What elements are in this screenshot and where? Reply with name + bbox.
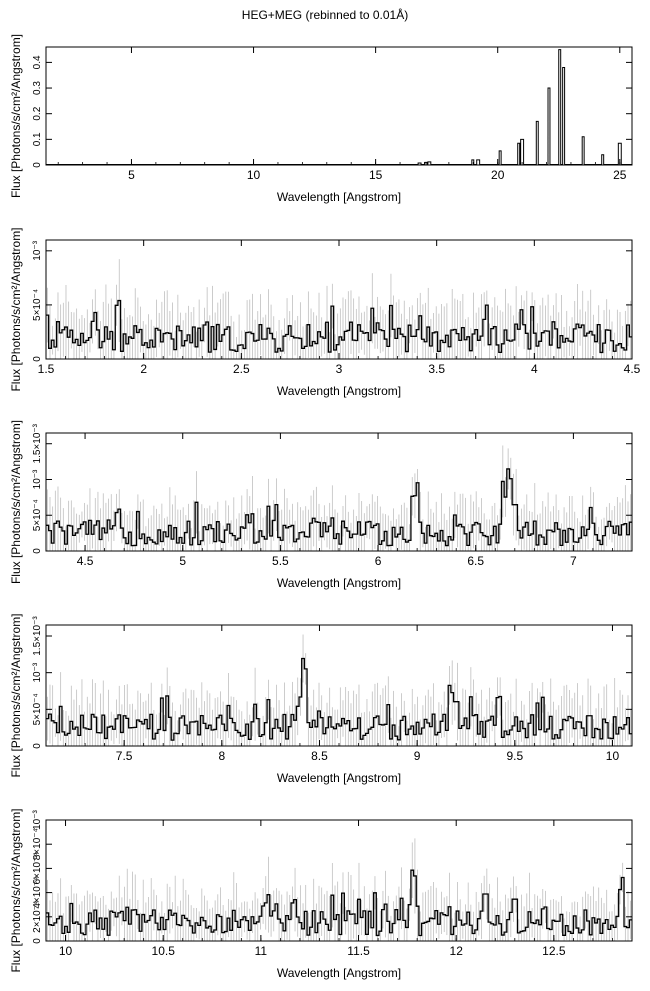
x-tick-label: 10 xyxy=(247,168,261,182)
y-tick-label: 10⁻³ xyxy=(32,809,43,829)
spectrum-series xyxy=(46,634,632,746)
panel-5: 10 10.5 11 11.5 12 12.5 0 2×10⁻⁴4×10⁻⁴6×10⁻⁴8×1… xyxy=(9,808,633,980)
y-tick-label: 8×10⁻⁴ xyxy=(32,828,43,860)
x-tick-label: 4 xyxy=(531,362,538,376)
x-tick-label: 1.5 xyxy=(38,362,55,376)
y-tick-label: 2×10⁻⁴ xyxy=(32,901,43,933)
x-axis-label: Wavelength [Angstrom] xyxy=(277,771,401,785)
x-tick-label: 5 xyxy=(179,554,186,568)
y-tick-label: 0.4 xyxy=(32,55,43,69)
x-tick-label: 9 xyxy=(414,749,421,763)
y-tick-label: 0 xyxy=(32,548,43,554)
x-tick-label: 20 xyxy=(491,168,505,182)
y-tick-label: 6×10⁻⁴ xyxy=(32,852,43,884)
x-tick-label: 6 xyxy=(375,554,382,568)
x-axis-label: Wavelength [Angstrom] xyxy=(277,190,401,204)
x-tick-label: 6.5 xyxy=(467,554,484,568)
x-tick-label: 10 xyxy=(606,749,620,763)
y-tick-label: 10⁻³ xyxy=(32,662,43,682)
x-tick-label: 12 xyxy=(450,944,464,958)
x-tick-label: 8 xyxy=(218,749,225,763)
x-tick-label: 4.5 xyxy=(77,554,94,568)
panel-3: 4.5 5 5.5 6 6.5 7 0 5×10⁻⁴ 10⁻³ 1.5×10⁻³ Wavelengt… xyxy=(9,420,633,590)
y-tick-label: 0.1 xyxy=(32,132,43,146)
x-tick-label: 3 xyxy=(336,362,343,376)
x-axis-label: Wavelength [Angstrom] xyxy=(277,966,401,980)
y-axis-label: Flux [Photons/s/cm²/Angstrom] xyxy=(9,227,23,391)
y-tick-label: 1.5×10⁻³ xyxy=(32,423,43,463)
y-axis-label: Flux [Photons/s/cm²/Angstrom] xyxy=(9,420,23,584)
y-tick-label: 10⁻³ xyxy=(32,240,43,260)
y-tick-label: 0.2 xyxy=(32,106,43,120)
spectrum-series xyxy=(46,838,632,941)
y-tick-label: 1.5×10⁻³ xyxy=(32,616,43,656)
y-tick-label: 10⁻³ xyxy=(32,469,43,489)
x-axis-label: Wavelength [Angstrom] xyxy=(277,576,401,590)
x-tick-label: 10 xyxy=(59,944,73,958)
y-tick-label: 5×10⁻⁴ xyxy=(32,693,43,725)
x-tick-label: 7 xyxy=(570,554,577,568)
x-tick-label: 4.5 xyxy=(624,362,641,376)
spectrum-line xyxy=(46,657,632,741)
spectrum-line xyxy=(46,299,632,354)
x-tick-label: 9.5 xyxy=(506,749,523,763)
y-tick-label: 5×10⁻⁴ xyxy=(32,289,43,321)
x-tick-label: 7.5 xyxy=(116,749,133,763)
spectrum-series xyxy=(46,445,632,551)
y-tick-label: 4×10⁻⁴ xyxy=(32,877,43,909)
y-tick-label: 0 xyxy=(32,162,43,168)
panel-4: 7.5 8 8.5 9 9.5 10 0 5×10⁻⁴ 10⁻³ 1.5×10⁻³ Waveleng… xyxy=(9,613,633,785)
spectrum-series xyxy=(46,259,632,359)
y-tick-label: 0.3 xyxy=(32,81,43,95)
x-tick-label: 8.5 xyxy=(311,749,328,763)
x-tick-label: 15 xyxy=(369,168,383,182)
panel-2: 1.5 2 2.5 3 3.5 4 4.5 0 5×10⁻⁴ 10⁻³ Wavelength [An… xyxy=(9,227,641,398)
x-tick-label: 25 xyxy=(613,168,627,182)
x-tick-label: 11 xyxy=(255,944,268,958)
x-tick-label: 2 xyxy=(140,362,147,376)
y-axis-label: Flux [Photons/s/cm²/Angstrom] xyxy=(9,613,23,777)
x-tick-label: 10.5 xyxy=(152,944,176,958)
y-tick-label: 5×10⁻⁴ xyxy=(32,499,43,531)
x-tick-label: 3.5 xyxy=(428,362,445,376)
y-tick-label: 0 xyxy=(32,356,43,362)
chart-title: HEG+MEG (rebinned to 0.01Å) xyxy=(241,8,409,22)
x-axis-label: Wavelength [Angstrom] xyxy=(277,384,401,398)
x-tick-label: 12.5 xyxy=(542,944,566,958)
spectrum-series xyxy=(46,49,632,165)
x-tick-label: 5 xyxy=(128,168,135,182)
y-tick-label: 0 xyxy=(32,743,43,749)
y-axis-label: Flux [Photons/s/cm²/Angstrom] xyxy=(9,34,23,198)
x-tick-label: 2.5 xyxy=(233,362,250,376)
y-axis-label: Flux [Photons/s/cm²/Angstrom] xyxy=(9,808,23,972)
spectrum-line xyxy=(46,468,632,547)
x-tick-label: 5.5 xyxy=(272,554,289,568)
spectrum-line xyxy=(46,869,632,937)
error-bars xyxy=(46,445,632,551)
spectrum-line xyxy=(46,49,632,165)
plot-frame xyxy=(45,46,633,166)
panel-1: 5 10 15 20 25 0 0.1 0.2 0.3 0.4 Wavelength [Angstr… xyxy=(9,34,633,204)
x-tick-label: 11.5 xyxy=(347,944,370,958)
error-bars xyxy=(46,634,632,746)
y-tick-label: 0 xyxy=(32,938,43,944)
